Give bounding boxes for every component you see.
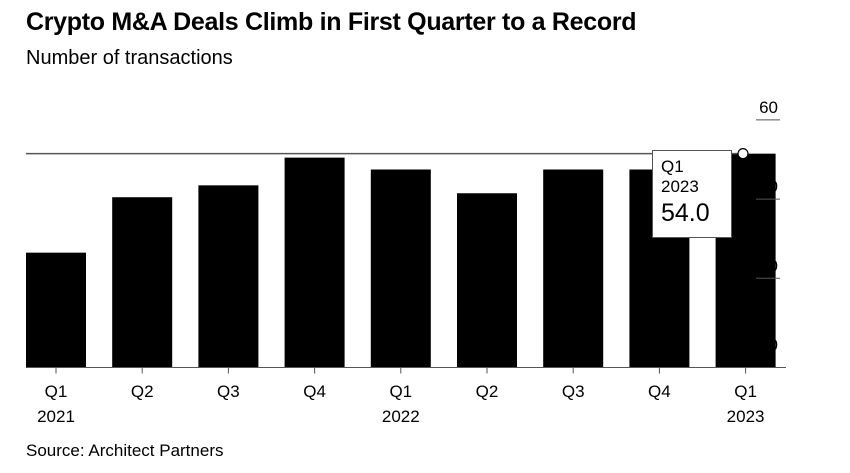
bar [370, 169, 431, 368]
x-tick-label: Q1 [45, 382, 68, 401]
y-tick-label: 20 [759, 256, 778, 275]
bar [457, 193, 517, 368]
tooltip: Q1 2023 54.0 [652, 150, 732, 238]
x-tick-label: Q1 [734, 382, 757, 401]
bar [543, 169, 604, 368]
tooltip-value: 54.0 [661, 199, 710, 227]
y-tick-label: 0 [769, 336, 778, 355]
tooltip-year: 2023 [661, 177, 699, 196]
bar [198, 185, 259, 368]
y-tick-label: 40 [759, 177, 778, 196]
x-tick-label: Q4 [303, 382, 326, 401]
highlight-marker [737, 148, 749, 160]
x-tick-year-label: 2022 [382, 407, 420, 426]
bar [112, 197, 173, 368]
tooltip-quarter: Q1 [661, 157, 684, 176]
chart-title: Crypto M&A Deals Climb in First Quarter … [26, 8, 637, 36]
x-tick-label: Q3 [562, 382, 585, 401]
source-note: Source: Architect Partners [26, 441, 224, 460]
y-tick-label: 60 [759, 98, 778, 117]
x-tick-label: Q4 [648, 382, 671, 401]
bar [284, 157, 345, 368]
x-tick-label: Q2 [131, 382, 154, 401]
x-tick-year-label: 2023 [727, 407, 765, 426]
x-tick-year-label: 2021 [37, 407, 75, 426]
x-tick-label: Q1 [389, 382, 412, 401]
x-tick-label: Q2 [476, 382, 499, 401]
bar [26, 252, 86, 368]
chart-subtitle: Number of transactions [26, 47, 233, 69]
x-tick-label: Q3 [217, 382, 240, 401]
